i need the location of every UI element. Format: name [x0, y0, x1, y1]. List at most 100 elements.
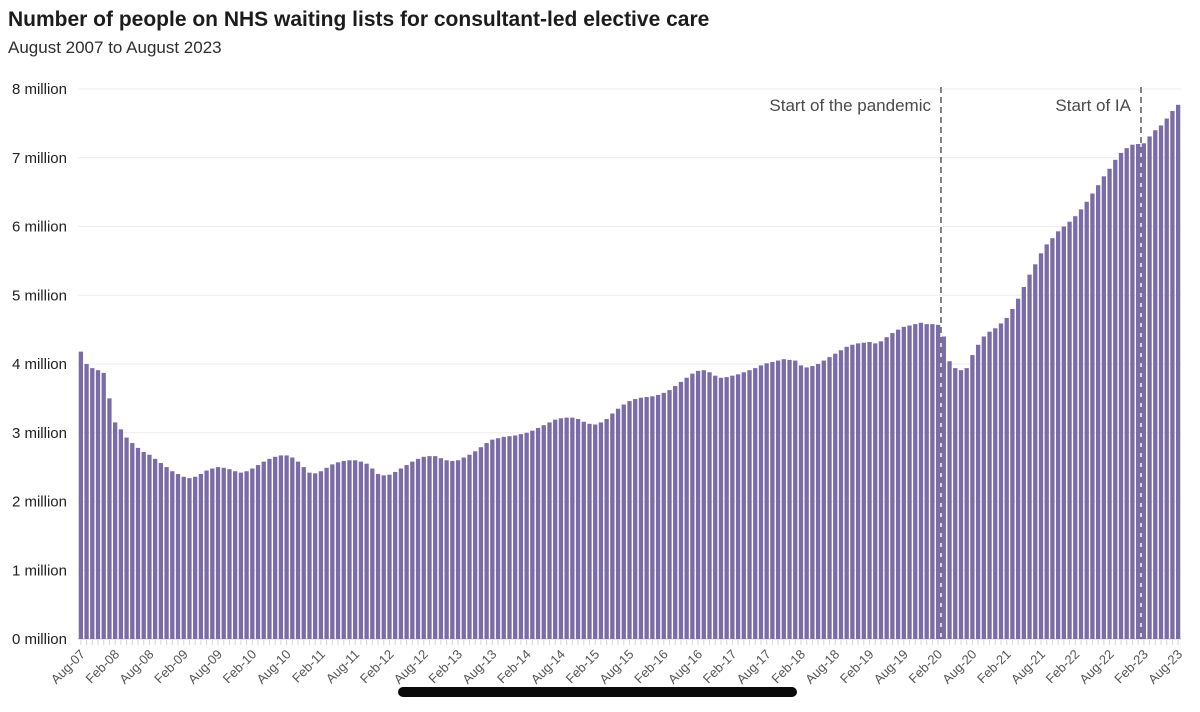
bar	[473, 451, 478, 639]
bar	[610, 413, 615, 639]
bar	[970, 355, 975, 639]
bar	[953, 368, 958, 639]
x-tick-label: Aug-16	[665, 647, 705, 687]
bar	[364, 463, 369, 639]
bar	[541, 425, 546, 639]
bar	[650, 396, 655, 639]
x-tick-label: Feb-20	[905, 647, 945, 687]
bar	[358, 461, 364, 639]
bar	[307, 472, 312, 639]
x-tick-label: Feb-23	[1111, 647, 1151, 687]
y-tick-label: 8 million	[12, 81, 67, 98]
bar	[484, 443, 489, 639]
bar	[798, 365, 804, 639]
bar	[975, 344, 981, 639]
bar	[101, 372, 106, 639]
bar	[1158, 125, 1164, 639]
bar	[353, 460, 358, 639]
bar	[598, 422, 604, 639]
x-tick-label: Feb-08	[83, 647, 123, 687]
bar	[335, 462, 341, 639]
bar	[78, 351, 84, 639]
bar	[1170, 111, 1175, 639]
bar	[1044, 244, 1049, 639]
bar	[695, 370, 701, 639]
bar	[387, 474, 392, 639]
x-tick-label: Aug-14	[528, 647, 568, 687]
bar	[118, 429, 124, 639]
bar	[90, 368, 95, 639]
bar	[478, 447, 484, 639]
bar	[158, 463, 164, 639]
bar	[84, 364, 89, 639]
bar	[901, 326, 906, 639]
x-tick-label: Aug-21	[1008, 647, 1048, 687]
y-tick-label: 3 million	[12, 425, 67, 442]
bar	[844, 346, 849, 639]
x-tick-label: Aug-08	[116, 647, 156, 687]
bar	[593, 424, 598, 639]
bar	[455, 460, 461, 639]
bar	[404, 465, 409, 639]
bar	[341, 460, 346, 639]
bar	[1067, 221, 1072, 639]
bar	[775, 360, 781, 639]
bar	[947, 361, 952, 639]
bar	[421, 456, 426, 639]
bar	[587, 423, 592, 639]
bar	[724, 377, 729, 639]
x-tick-label: Aug-19	[871, 647, 911, 687]
bar	[1118, 152, 1124, 639]
y-tick-label: 0 million	[12, 631, 67, 648]
x-tick-label: Aug-17	[734, 647, 774, 687]
bar	[313, 473, 318, 639]
bar	[718, 377, 724, 639]
bar	[958, 370, 964, 639]
bar	[581, 421, 586, 639]
x-tick-label: Feb-14	[494, 647, 534, 687]
bar	[998, 323, 1004, 639]
bar	[1055, 231, 1061, 639]
y-tick-label: 4 million	[12, 356, 67, 373]
bar	[981, 336, 986, 639]
bar	[1107, 168, 1112, 639]
bar	[1038, 253, 1044, 639]
bar	[1050, 238, 1055, 639]
bar	[524, 432, 529, 639]
bar	[570, 417, 575, 639]
bar	[804, 367, 809, 639]
bar	[1027, 274, 1032, 639]
bar	[684, 377, 689, 639]
bar	[107, 398, 112, 639]
bar	[935, 324, 941, 639]
bar	[187, 478, 192, 639]
bar	[147, 454, 152, 639]
bar	[507, 436, 512, 639]
chart-title: Number of people on NHS waiting lists fo…	[8, 8, 710, 31]
bar	[753, 368, 758, 639]
bar	[1135, 144, 1141, 639]
x-tick-label: Aug-11	[323, 647, 363, 687]
bar	[347, 460, 352, 639]
bar	[535, 427, 541, 639]
bar	[867, 342, 872, 639]
bar	[273, 456, 278, 639]
bar	[518, 434, 524, 639]
bar	[873, 343, 878, 639]
bar	[295, 461, 301, 639]
bar	[764, 363, 769, 639]
bar	[1101, 176, 1106, 639]
x-tick-label: Feb-17	[700, 647, 740, 687]
x-tick-label: Aug-13	[459, 647, 499, 687]
annotation-start-of-ia: Start of IA	[1055, 96, 1131, 115]
bar	[204, 470, 209, 639]
bar	[1073, 216, 1078, 639]
bar	[244, 471, 249, 639]
bar	[170, 471, 175, 639]
bar	[427, 456, 432, 639]
bar	[627, 401, 632, 639]
bar	[1010, 309, 1015, 639]
bar	[175, 474, 181, 639]
x-tick-label: Aug-20	[939, 647, 979, 687]
bar	[787, 359, 792, 639]
